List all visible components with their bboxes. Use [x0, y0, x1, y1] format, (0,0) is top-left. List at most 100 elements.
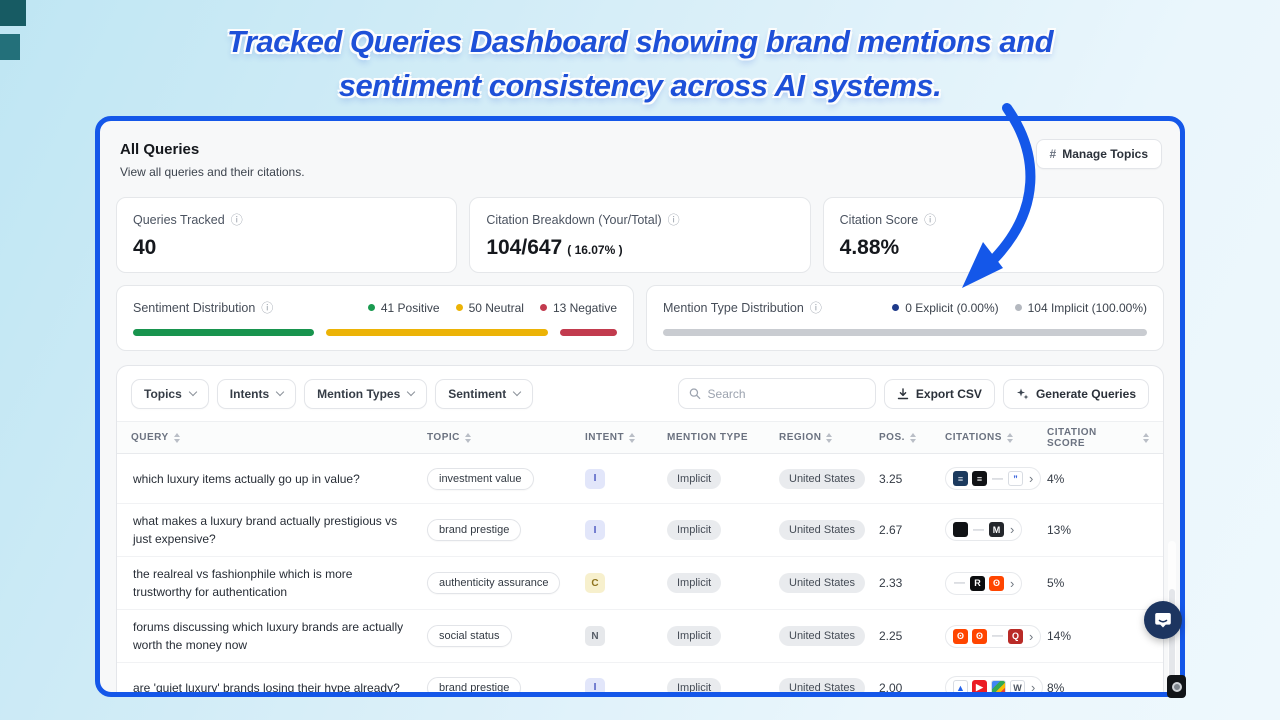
citations-pill[interactable]: — M ›: [945, 518, 1023, 541]
intent-badge: I: [585, 468, 605, 489]
distribution-segment: [133, 329, 315, 336]
info-icon[interactable]: ⓘ: [261, 301, 274, 315]
intent-badge: C: [585, 573, 605, 594]
region-cell: United States: [779, 520, 879, 540]
citation-score-cell: 8%: [1047, 680, 1065, 695]
column-label: Pos.: [879, 432, 905, 443]
column-header-query[interactable]: Query: [131, 432, 427, 443]
info-icon[interactable]: ⓘ: [924, 213, 937, 227]
column-label: Topic: [427, 432, 460, 443]
distribution-segment: [559, 329, 617, 336]
citations-pill[interactable]: ≡ ≡ — ” ›: [945, 467, 1042, 490]
column-header-region[interactable]: Region: [779, 432, 879, 443]
youtube-favicon-icon: ▶: [972, 680, 987, 692]
mention-type-badge: Implicit: [667, 677, 722, 692]
dash-separator: —: [992, 630, 1003, 642]
table-row[interactable]: are 'quiet luxury' brands losing their h…: [117, 663, 1163, 695]
column-header-citations[interactable]: Citations: [945, 432, 1047, 443]
info-icon[interactable]: ⓘ: [230, 213, 243, 227]
position-cell: 2.00: [879, 680, 903, 695]
legend-dot-icon: [455, 304, 463, 311]
legend-item: 13 Negative: [539, 300, 617, 315]
mention-bar: [663, 329, 1147, 336]
query-cell: forums discussing which luxury brands ar…: [133, 620, 404, 652]
info-icon[interactable]: ⓘ: [809, 301, 822, 315]
manage-topics-button[interactable]: # Manage Topics: [1035, 139, 1162, 169]
stats-row: Queries Tracked ⓘ 40 Citation Breakdown …: [116, 197, 1164, 273]
section-title: All Queries: [120, 141, 200, 158]
filter-toolbar: Topics Intents Mention Types Sentiment E…: [117, 366, 1163, 421]
table-row[interactable]: the realreal vs fashionphile which is mo…: [117, 557, 1163, 610]
chevron-right-icon: ›: [1029, 471, 1034, 486]
sentiment-title: Sentiment Distribution: [133, 300, 256, 315]
download-icon: [897, 387, 909, 399]
chat-widget-button[interactable]: [1144, 601, 1182, 639]
column-header-topic[interactable]: Topic: [427, 432, 585, 443]
citations-pill[interactable]: ▲ ▶ W ›: [945, 676, 1044, 692]
recording-badge[interactable]: [1167, 675, 1186, 698]
legend-label: 104 Implicit (100.00%): [1027, 300, 1147, 315]
citations-pill[interactable]: ʘ ʘ — Q ›: [945, 624, 1042, 648]
generate-queries-button[interactable]: Generate Queries: [1002, 378, 1149, 409]
table-body: which luxury items actually go up in val…: [117, 454, 1163, 695]
hash-icon: #: [1049, 147, 1057, 161]
sparkles-icon: [1016, 388, 1029, 400]
filter-topics[interactable]: Topics: [131, 378, 209, 409]
scrollbar-thumb[interactable]: [1169, 589, 1175, 692]
column-label: Query: [131, 432, 169, 443]
intent-cell: I: [585, 520, 667, 541]
intent-cell: C: [585, 573, 667, 594]
mention-type-distribution-card: Mention Type Distribution ⓘ 0 Explicit (…: [646, 285, 1164, 351]
search-input[interactable]: [707, 386, 865, 401]
column-header-citation-score[interactable]: Citation Score: [1047, 427, 1149, 449]
export-csv-button[interactable]: Export CSV: [883, 378, 995, 409]
chevron-down-icon: [407, 387, 416, 397]
corner-decoration-bottom: [0, 34, 20, 60]
filter-label: Intents: [229, 386, 270, 401]
reddit-favicon-icon: ʘ: [953, 628, 968, 644]
blue-triangle-favicon-icon: ▲: [953, 680, 968, 692]
dashboard-window: All Queries View all queries and their c…: [95, 116, 1185, 697]
sentiment-legend: 41 Positive 50 Neutral 13 Negative: [367, 300, 617, 315]
table-row[interactable]: what makes a luxury brand actually prest…: [117, 504, 1163, 557]
chevron-down-icon: [513, 387, 522, 397]
info-icon[interactable]: ⓘ: [667, 213, 680, 227]
position-cell: 3.25: [879, 471, 903, 486]
mention-type-badge: Implicit: [667, 468, 722, 489]
region-badge: United States: [779, 626, 866, 646]
export-csv-label: Export CSV: [915, 386, 982, 401]
black-brand-favicon-icon: [953, 522, 968, 537]
legend-label: 41 Positive: [380, 300, 440, 315]
legend-label: 13 Negative: [552, 300, 617, 315]
intent-cell: N: [585, 626, 667, 647]
search-input-wrapper: [677, 378, 876, 409]
distribution-row: Sentiment Distribution ⓘ 41 Positive 50 N…: [116, 285, 1164, 351]
reddit-favicon-icon: ʘ: [972, 628, 987, 644]
topic-badge: brand prestige: [427, 676, 522, 692]
intent-badge: N: [585, 626, 605, 647]
legend-dot-icon: [539, 304, 547, 311]
citation-score-cell: 14%: [1047, 629, 1072, 643]
column-header-intent[interactable]: Intent: [585, 432, 667, 443]
stat-label: Citation Breakdown (Your/Total): [486, 212, 662, 227]
legend-label: 50 Neutral: [468, 300, 524, 315]
table-row[interactable]: which luxury items actually go up in val…: [117, 454, 1163, 504]
topic-cell: investment value: [427, 467, 585, 490]
sort-icon: [826, 432, 833, 443]
column-label: Citations: [945, 432, 1002, 443]
filter-sentiment[interactable]: Sentiment: [435, 378, 534, 409]
queries-table-card: Topics Intents Mention Types Sentiment E…: [116, 365, 1164, 695]
filter-mention-types[interactable]: Mention Types: [304, 378, 428, 409]
topic-badge: authenticity assurance: [427, 572, 561, 594]
filter-intents[interactable]: Intents: [216, 378, 297, 409]
citations-cell: ≡ ≡ — ” ›: [945, 467, 1047, 490]
topic-cell: authenticity assurance: [427, 572, 585, 594]
mention-type-cell: Implicit: [667, 626, 779, 646]
filter-label: Sentiment: [448, 386, 507, 401]
position-cell: 2.67: [879, 523, 903, 537]
column-header-pos-[interactable]: Pos.: [879, 432, 945, 443]
quora-favicon-icon: Q: [1008, 628, 1023, 644]
table-row[interactable]: forums discussing which luxury brands ar…: [117, 610, 1163, 663]
sort-icon: [464, 432, 471, 443]
